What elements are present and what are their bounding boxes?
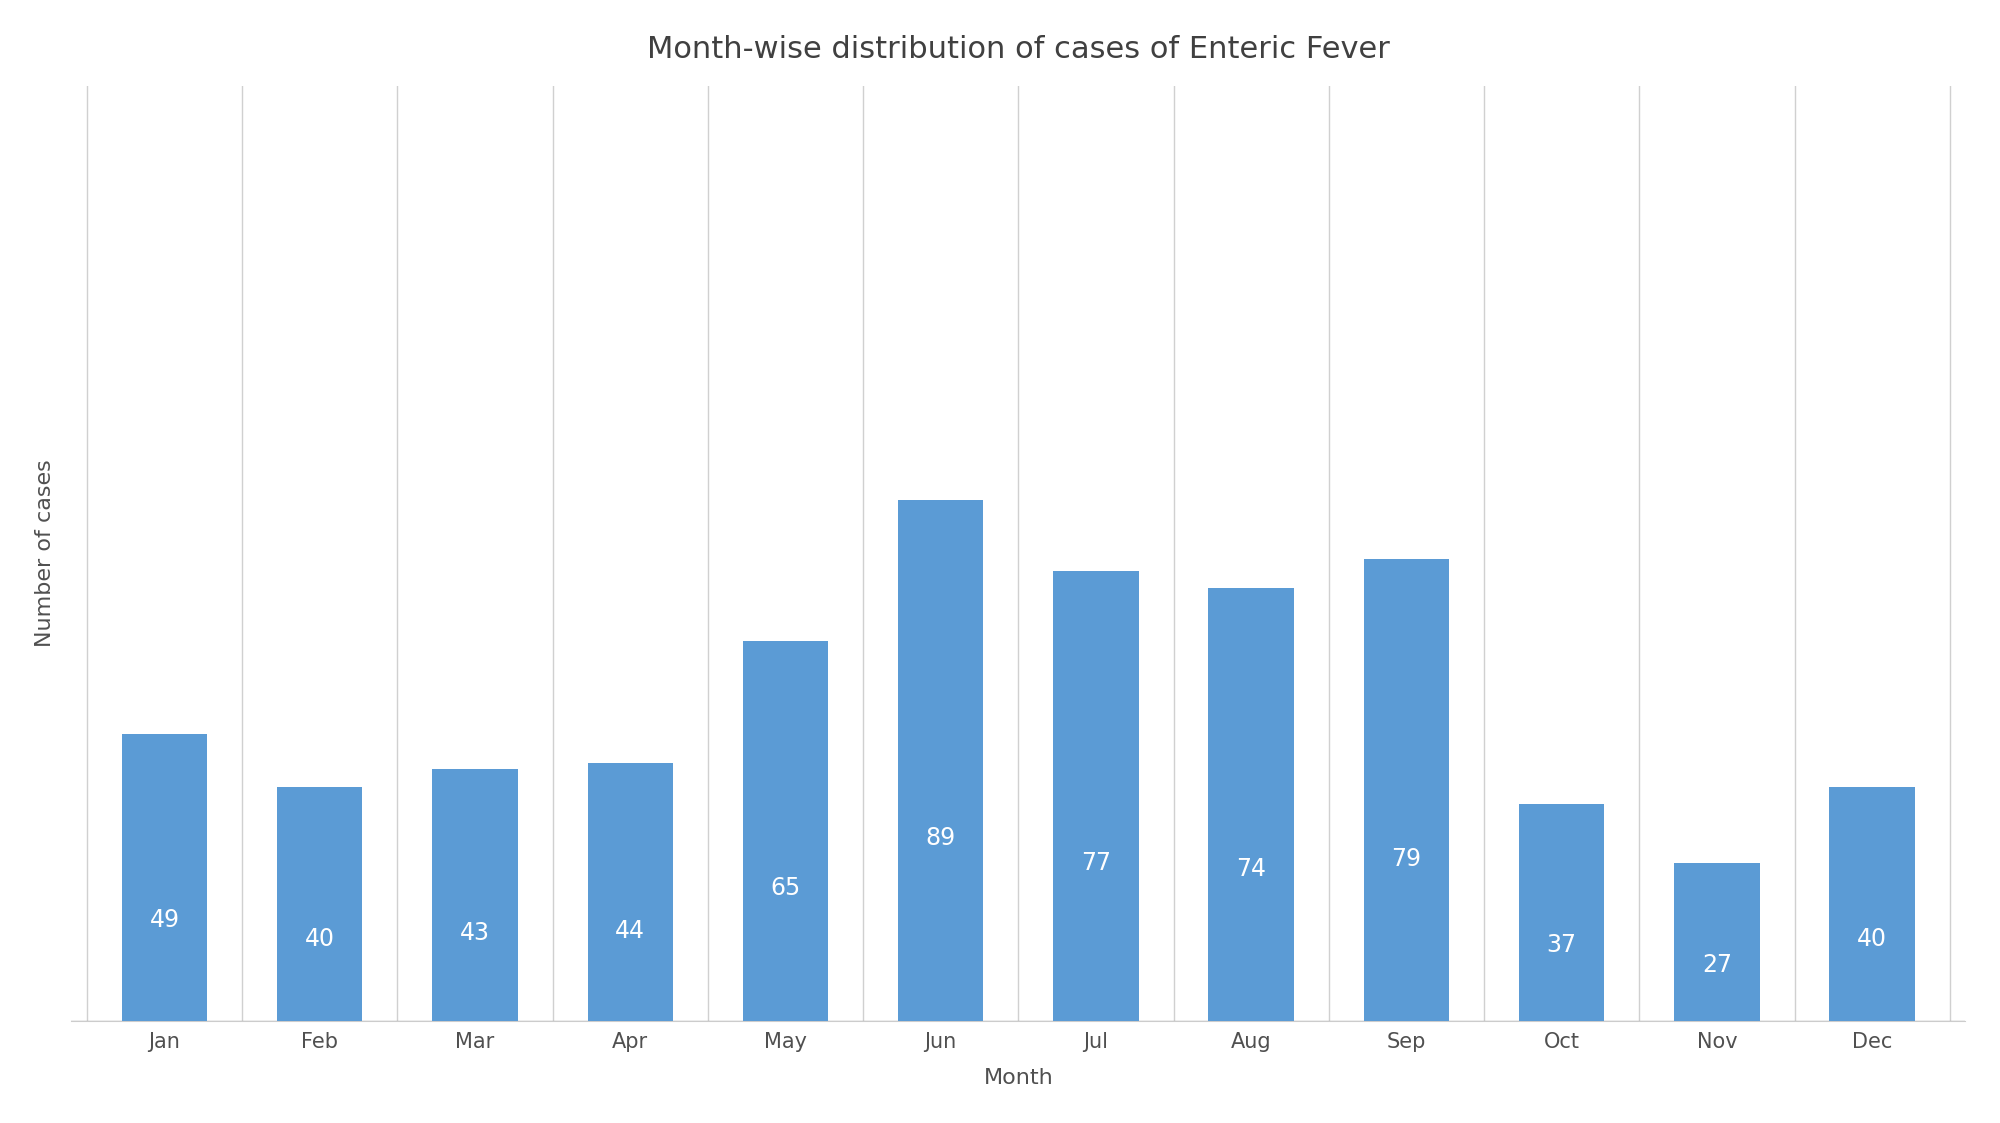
Text: 40: 40 xyxy=(304,926,334,951)
Y-axis label: Number of cases: Number of cases xyxy=(34,459,54,647)
Bar xyxy=(1054,570,1138,1021)
Text: 77: 77 xyxy=(1080,851,1110,875)
Text: 40: 40 xyxy=(1858,926,1888,951)
Text: 43: 43 xyxy=(460,921,490,944)
Text: 44: 44 xyxy=(616,919,646,942)
Bar xyxy=(1518,804,1604,1021)
X-axis label: Month: Month xyxy=(984,1068,1054,1088)
Text: 89: 89 xyxy=(926,827,956,850)
Bar xyxy=(742,640,828,1021)
Title: Month-wise distribution of cases of Enteric Fever: Month-wise distribution of cases of Ente… xyxy=(646,35,1390,64)
Text: 49: 49 xyxy=(150,909,180,932)
Bar xyxy=(278,787,362,1021)
Text: 74: 74 xyxy=(1236,857,1266,882)
Bar xyxy=(1208,588,1294,1021)
Text: 79: 79 xyxy=(1392,847,1422,871)
Bar xyxy=(1674,862,1760,1021)
Bar xyxy=(122,734,208,1021)
Text: 37: 37 xyxy=(1546,933,1576,957)
Bar xyxy=(898,501,984,1021)
Bar xyxy=(1830,787,1914,1021)
Text: 65: 65 xyxy=(770,876,800,900)
Text: 27: 27 xyxy=(1702,953,1732,977)
Bar xyxy=(432,769,518,1021)
Bar xyxy=(588,764,672,1021)
Bar xyxy=(1364,559,1450,1021)
